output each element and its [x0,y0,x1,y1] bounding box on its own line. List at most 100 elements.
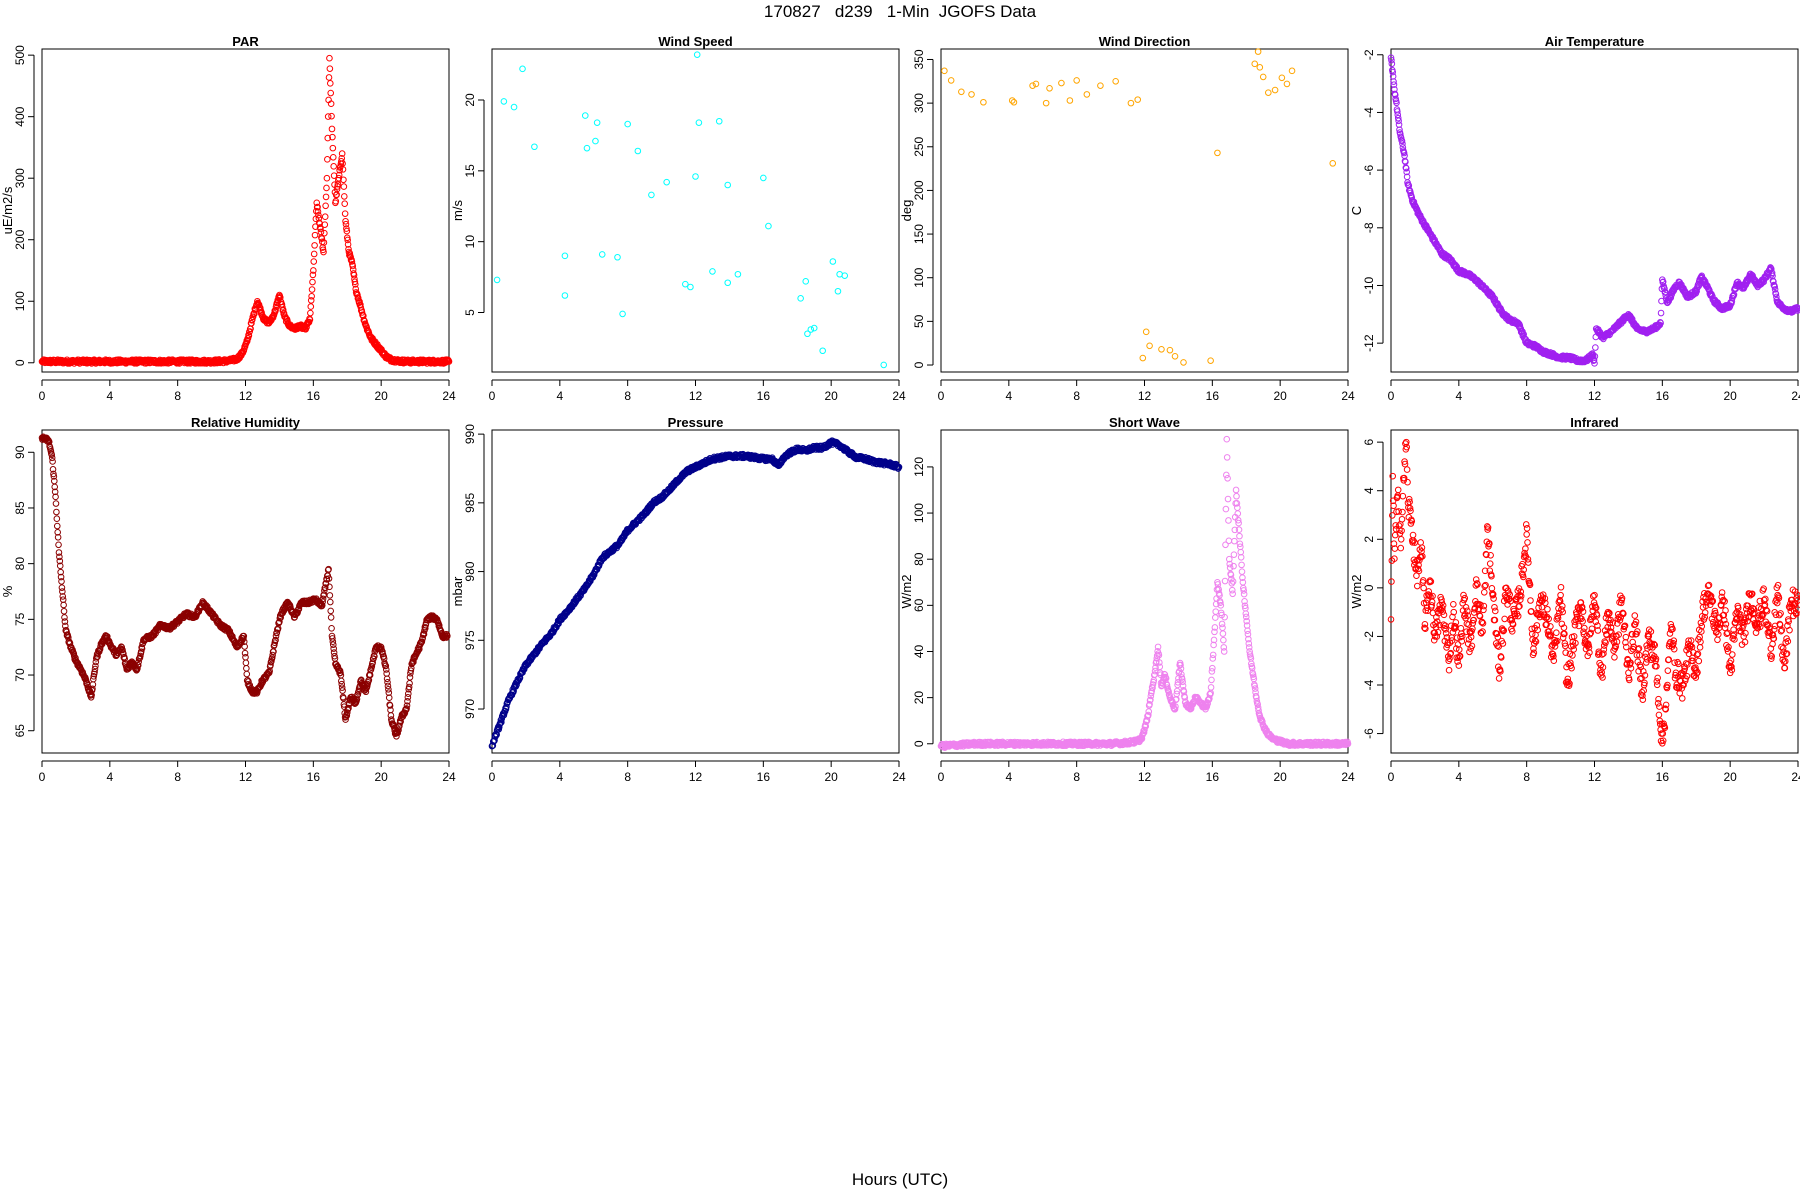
data-point [310,250,318,258]
chart-air-temperature: Air TemperatureC04812162024-2-4-6-8-10-1… [1349,34,1800,403]
data-point [324,134,332,142]
data-point [614,253,621,261]
data-point [1146,342,1153,350]
y-axis-label: m/s [450,200,465,221]
data-point [349,262,357,270]
x-tick-label: 24 [442,770,456,784]
data-point [1487,290,1495,297]
data-points [38,54,453,365]
data-point [307,303,315,310]
y-tick-label: -6 [1362,164,1376,175]
data-point [314,203,321,211]
y-tick-label: 200 [912,180,926,200]
data-point [344,241,352,248]
x-tick-label: 8 [1523,389,1530,403]
data-point [1256,64,1264,71]
data-point [319,246,327,254]
data-point [311,242,318,249]
data-point [307,309,314,317]
data-point [968,91,975,98]
data-point [329,153,337,161]
y-axis-label: uE/m2/s [0,186,15,234]
data-point [256,303,263,311]
chart-title: Pressure [668,415,724,430]
data-point [326,65,334,72]
data-point [315,211,322,219]
y-tick-label: 100 [912,267,926,287]
data-point [1223,435,1231,443]
data-point [1590,356,1598,364]
data-point [692,173,699,180]
y-tick-label: 100 [912,503,926,523]
data-point [1390,81,1398,88]
data-point [519,65,526,73]
data-point [880,361,888,369]
data-point [324,113,332,120]
data-point [1212,614,1219,621]
data-point [328,125,336,133]
data-point [1223,471,1230,479]
data-point [1283,80,1291,88]
data-point [243,665,250,672]
data-point [326,592,334,599]
data-point [531,143,538,151]
data-point [1398,137,1406,145]
data-point [1209,651,1217,659]
data-point [244,335,252,342]
x-tick-label: 24 [892,389,906,403]
y-tick-label: 80 [912,552,926,566]
data-point [352,281,359,288]
x-tick-label: 12 [1588,389,1602,403]
data-point [354,294,362,302]
data-point [311,231,319,239]
data-point [1679,284,1686,292]
data-point [248,319,255,327]
data-point [328,112,335,120]
plot-frame [940,429,1349,754]
data-point [1127,99,1135,107]
y-tick-label: 975 [463,630,477,650]
data-point [624,120,631,128]
x-tick-label: 16 [1656,389,1670,403]
data-point [1387,54,1395,61]
y-tick-label: -2 [1362,49,1376,60]
data-point [356,298,363,305]
data-point [338,150,346,157]
data-points-interpolated [39,433,451,738]
data-point [308,286,316,293]
data-point [1388,56,1395,64]
data-point [55,541,62,549]
data-points [38,434,451,740]
data-point [734,270,742,278]
data-point [308,292,315,300]
data-point [1171,352,1179,360]
data-point [325,74,333,81]
data-point [249,313,257,321]
data-point [1208,676,1215,684]
x-tick-label: 20 [1723,389,1737,403]
y-tick-label: 5 [463,309,477,316]
data-point [1222,505,1230,513]
data-point [1393,99,1400,107]
data-points [941,48,1337,366]
y-axis-label: % [0,585,15,597]
data-point [327,100,335,108]
data-point [344,236,351,244]
data-point [305,318,313,326]
data-point [593,119,601,126]
data-point [314,208,322,215]
data-point [340,183,348,190]
data-point [1231,537,1238,545]
data-point [351,278,359,286]
data-point [330,163,337,170]
data-point [1219,630,1227,637]
data-point [321,213,329,221]
data-point [53,508,60,516]
data-point [329,144,337,152]
